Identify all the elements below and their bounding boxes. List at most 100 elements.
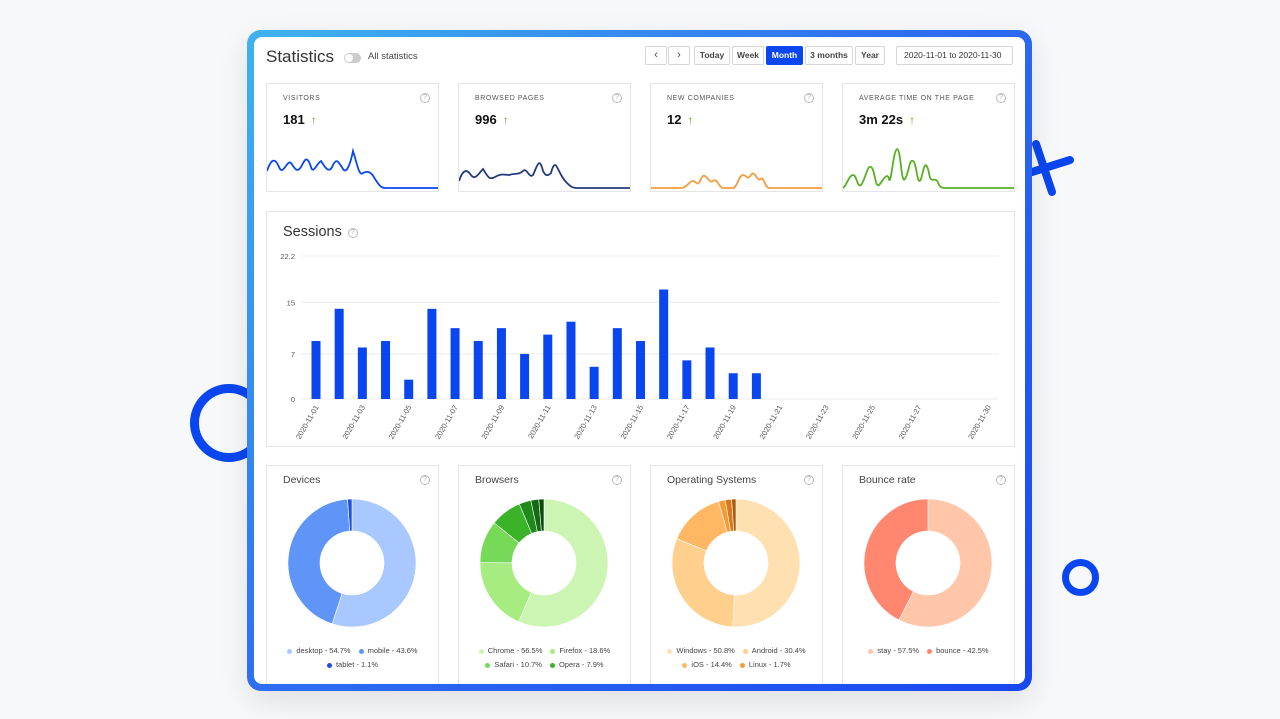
question-circle-icon[interactable]: ? — [420, 93, 430, 103]
donut-title: Devices — [283, 474, 321, 486]
browsers-card: Browsers ? Chrome - 56.5% Firefox - 18.6%… — [458, 465, 631, 684]
legend-item[interactable]: Android - 30.4% — [742, 644, 806, 658]
session-bar[interactable] — [659, 289, 669, 399]
legend-label: bounce - 42.5% — [936, 646, 989, 655]
date-range-input[interactable]: 2020-11-01 to 2020-11-30 — [896, 46, 1013, 65]
range-week-button[interactable]: Week — [732, 46, 764, 65]
legend-label: Chrome - 56.5% — [487, 646, 543, 655]
session-bar[interactable] — [589, 366, 599, 399]
kpi-label: VISITORS — [283, 95, 321, 102]
y-tick-label: 7 — [291, 350, 295, 359]
range-3-months-button[interactable]: 3 months — [805, 46, 853, 65]
range-today-button[interactable]: Today — [694, 46, 730, 65]
question-circle-icon[interactable]: ? — [420, 475, 430, 485]
legend-label: desktop - 54.7% — [296, 646, 351, 655]
legend-item[interactable]: tablet - 1.1% — [326, 658, 378, 672]
session-bar[interactable] — [682, 360, 692, 399]
all-statistics-toggle[interactable] — [344, 53, 361, 63]
devices-card: Devices ? desktop - 54.7% mobile - 43.6% t… — [266, 465, 439, 684]
legend-item[interactable]: Linux - 1.7% — [739, 658, 791, 672]
session-bar[interactable] — [705, 347, 715, 399]
statistics-window: Statistics All statistics ‹ › Today Week… — [254, 37, 1025, 684]
prev-period-button[interactable]: ‹ — [645, 46, 667, 65]
session-bar[interactable] — [612, 328, 622, 399]
question-circle-icon[interactable]: ? — [996, 93, 1006, 103]
x-tick-label: 2020-11-30 — [966, 404, 993, 441]
legend-item[interactable]: Windows - 50.8% — [667, 644, 735, 658]
bounce-rate-legend: stay - 57.5% bounce - 42.5% — [843, 644, 1014, 658]
sessions-title-text: Sessions — [283, 224, 342, 240]
donut-slice[interactable] — [671, 538, 735, 628]
legend-item[interactable]: Firefox - 18.6% — [550, 644, 610, 658]
legend-dot — [550, 648, 556, 654]
x-tick-label: 2020-11-15 — [619, 404, 646, 441]
legend-item[interactable]: stay - 57.5% — [868, 644, 919, 658]
question-circle-icon[interactable]: ? — [612, 93, 622, 103]
donut-slice[interactable] — [518, 498, 609, 628]
legend-dot — [287, 648, 293, 654]
question-circle-icon[interactable]: ? — [804, 93, 814, 103]
session-bar[interactable] — [751, 373, 761, 399]
donut-slice[interactable] — [863, 498, 929, 621]
donut-slice[interactable] — [538, 498, 545, 532]
decorative-cross-icon — [1028, 140, 1074, 196]
legend-dot — [485, 662, 491, 668]
x-tick-label: 2020-11-13 — [572, 404, 599, 441]
donut-slice[interactable] — [898, 498, 993, 628]
kpi-value: 181 ↑ — [283, 112, 317, 127]
session-bar[interactable] — [450, 328, 460, 399]
donut-slice[interactable] — [347, 498, 353, 532]
kpi-label: BROWSED PAGES — [475, 95, 545, 102]
session-bar[interactable] — [543, 334, 553, 399]
session-bar[interactable] — [404, 379, 414, 399]
kpi-number: 181 — [283, 112, 305, 127]
x-tick-label: 2020-11-23 — [804, 404, 831, 441]
legend-label: stay - 57.5% — [877, 646, 920, 655]
kpi-card-new-companies: NEW COMPANIES 12 ↑ ? — [650, 83, 823, 192]
session-bar[interactable] — [334, 308, 344, 399]
legend-dot — [742, 648, 748, 654]
legend-dot — [549, 662, 555, 668]
donut-slice[interactable] — [732, 498, 801, 628]
session-bar[interactable] — [473, 341, 483, 399]
session-bar[interactable] — [427, 308, 437, 399]
session-bar[interactable] — [357, 347, 367, 399]
donut-slice[interactable] — [331, 498, 417, 628]
legend-item[interactable]: bounce - 42.5% — [927, 644, 989, 658]
sessions-title: Sessions ? — [283, 224, 358, 240]
toolbar: Statistics All statistics ‹ › Today Week… — [254, 37, 1025, 81]
question-circle-icon[interactable]: ? — [804, 475, 814, 485]
question-circle-icon[interactable]: ? — [612, 475, 622, 485]
legend-item[interactable]: Safari - 10.7% — [485, 658, 542, 672]
devices-donut-chart — [287, 498, 417, 628]
kpi-number: 12 — [667, 112, 682, 127]
x-tick-label: 2020-11-25 — [850, 404, 877, 441]
browsers-legend: Chrome - 56.5% Firefox - 18.6% Safari - 10… — [459, 644, 630, 672]
legend-item[interactable]: desktop - 54.7% — [287, 644, 351, 658]
kpi-number: 3m 22s — [859, 112, 904, 127]
legend-item[interactable]: Chrome - 56.5% — [478, 644, 543, 658]
next-period-button[interactable]: › — [668, 46, 690, 65]
devices-legend: desktop - 54.7% mobile - 43.6% tablet - 1.… — [267, 644, 438, 672]
session-bar[interactable] — [381, 341, 391, 399]
session-bar[interactable] — [566, 321, 576, 399]
sessions-card: Sessions ? 0 7 15 22.2 2020-11-01 2020-11-03 2… — [266, 211, 1015, 447]
session-bar[interactable] — [635, 341, 645, 399]
operating-systems-legend: Windows - 50.8% Android - 30.4% iOS - 14.4… — [651, 644, 822, 672]
legend-item[interactable]: iOS - 14.4% — [682, 658, 732, 672]
legend-item[interactable]: Opera - 7.9% — [549, 658, 604, 672]
question-circle-icon[interactable]: ? — [347, 228, 358, 238]
legend-item[interactable]: mobile - 43.6% — [358, 644, 418, 658]
bounce-rate-card: Bounce rate ? stay - 57.5% bounce - 42.5% — [842, 465, 1015, 684]
range-month-button[interactable]: Month — [766, 46, 803, 65]
question-circle-icon[interactable]: ? — [996, 475, 1006, 485]
donut-slice[interactable] — [287, 498, 351, 625]
range-year-button[interactable]: Year — [855, 46, 885, 65]
legend-dot — [682, 662, 688, 668]
arrow-up-icon: ↑ — [687, 113, 694, 127]
session-bar[interactable] — [728, 373, 738, 399]
session-bar[interactable] — [311, 341, 321, 399]
donut-slice[interactable] — [731, 498, 737, 532]
session-bar[interactable] — [520, 353, 530, 399]
session-bar[interactable] — [496, 328, 506, 399]
